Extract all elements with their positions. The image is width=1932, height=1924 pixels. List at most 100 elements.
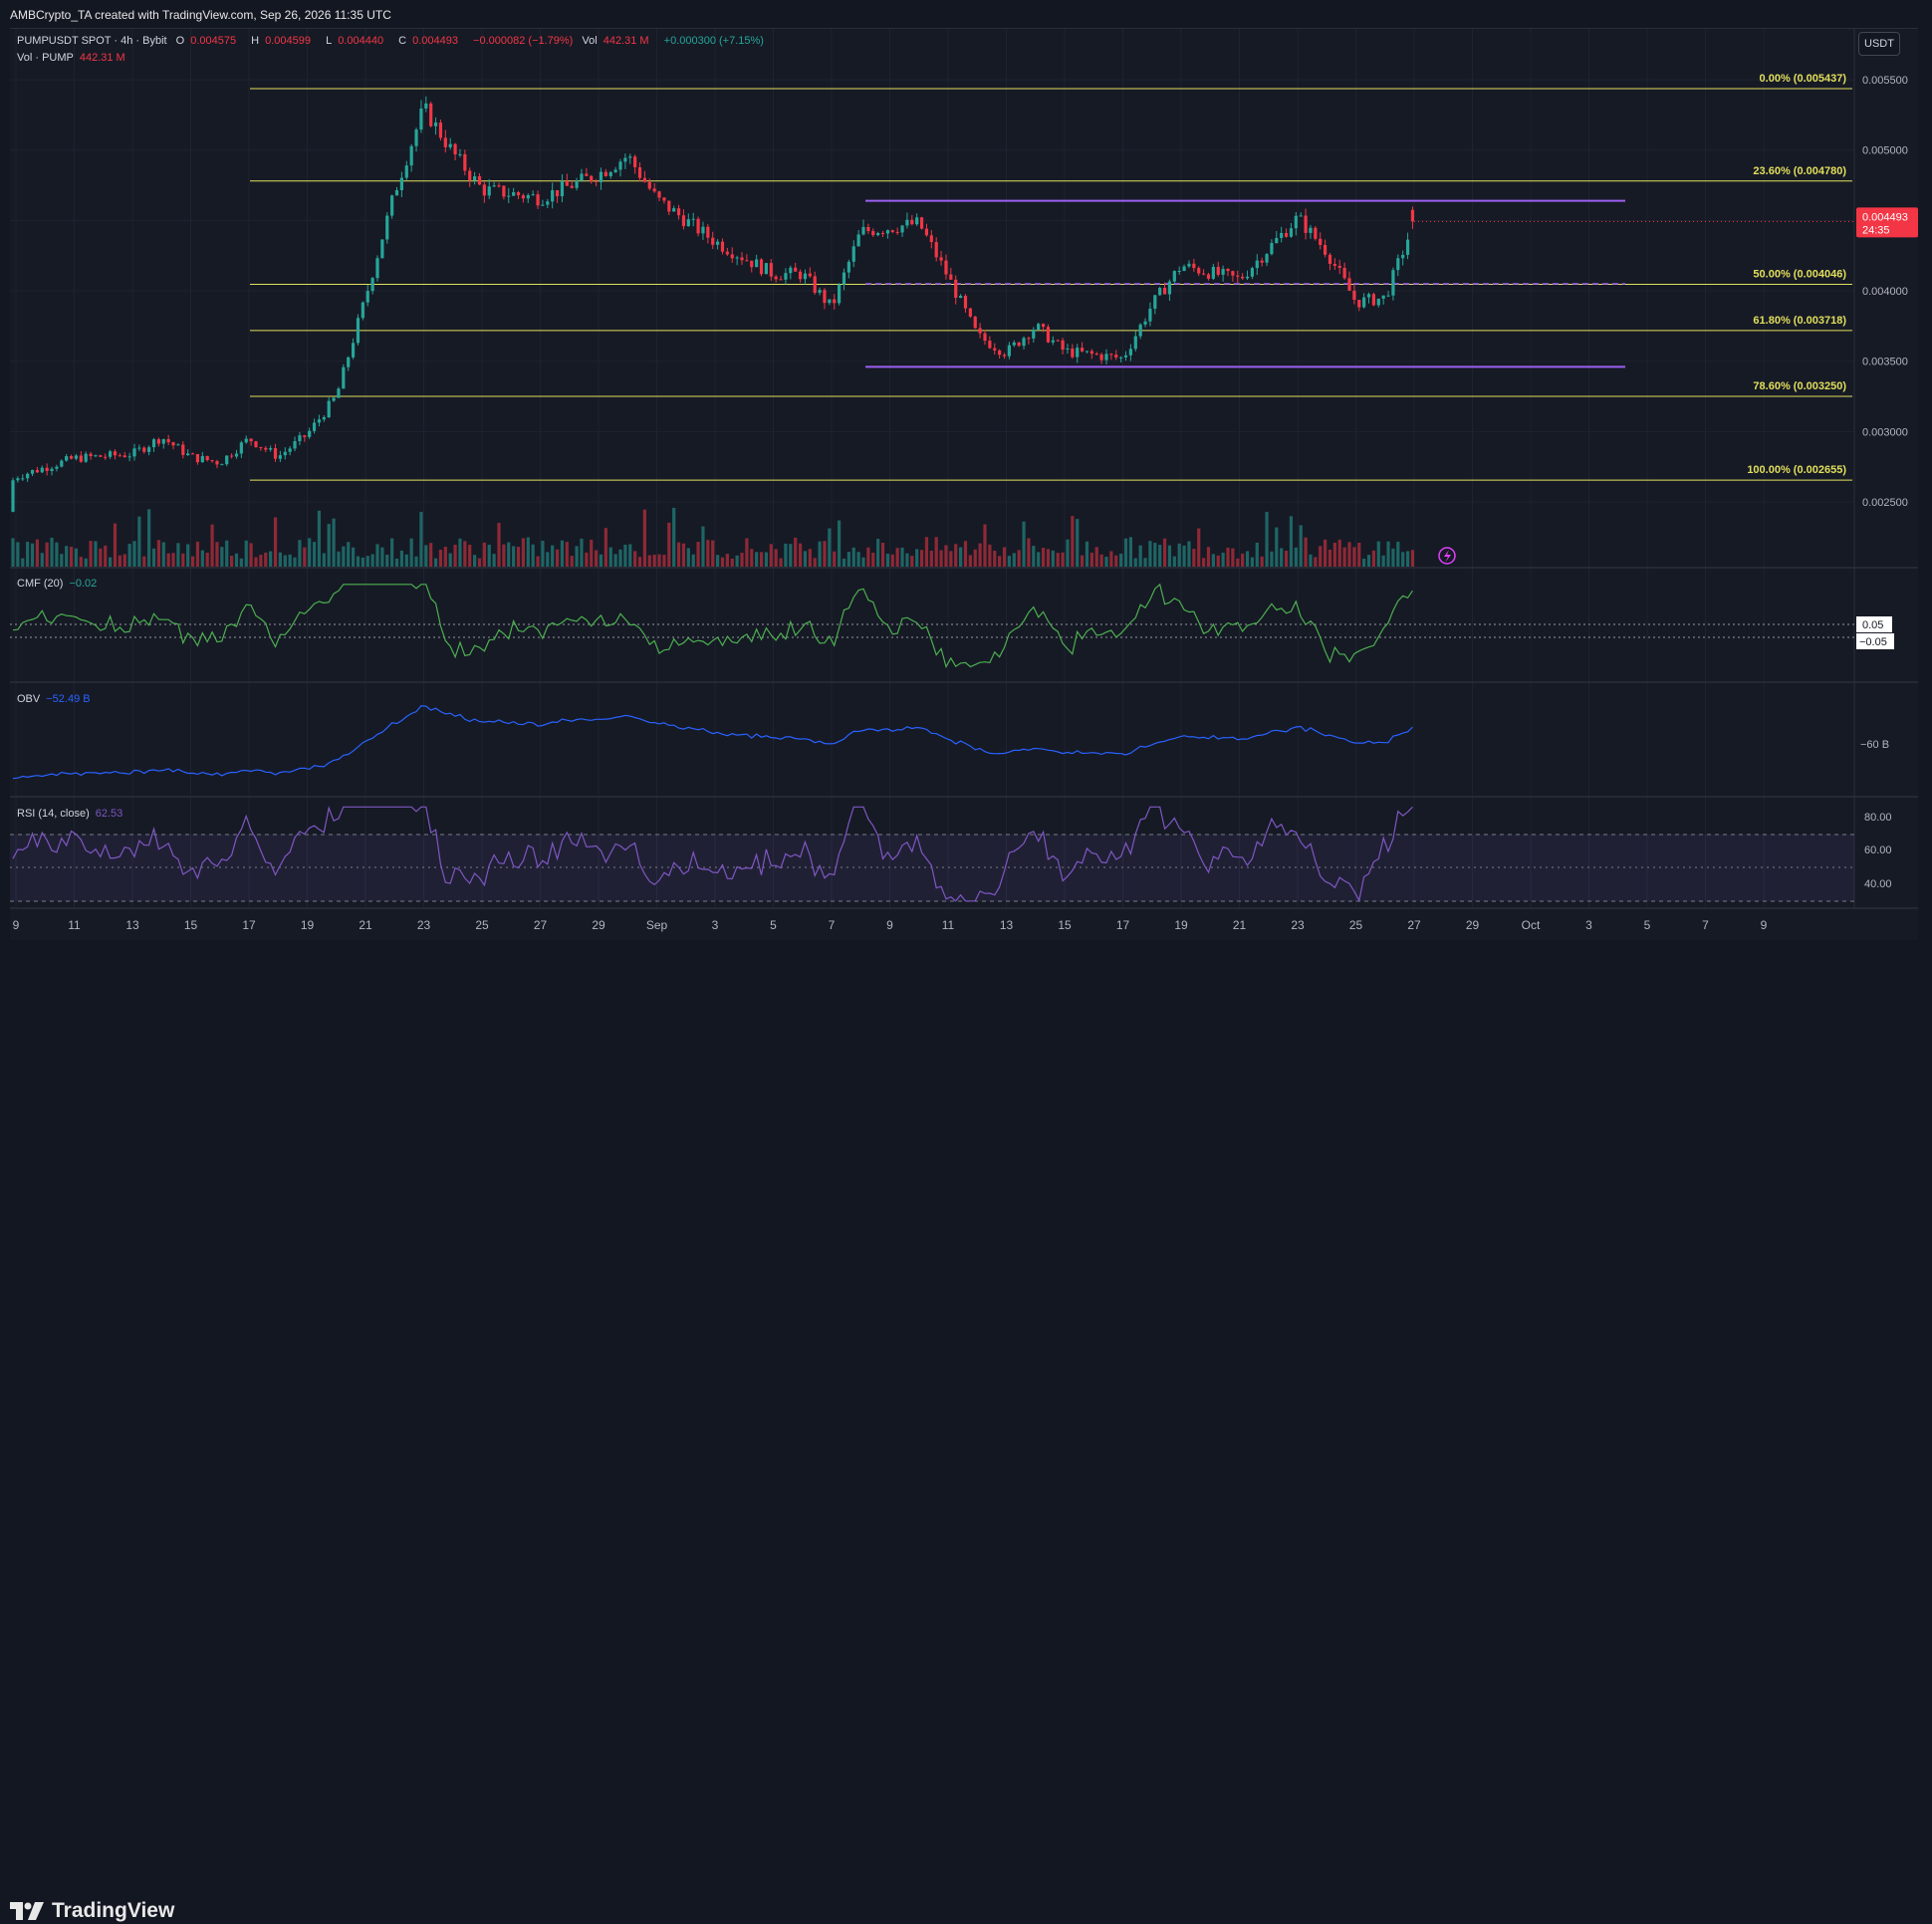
time-axis-label: Sep — [646, 918, 668, 932]
candle-body — [604, 171, 607, 176]
candle-body — [1362, 297, 1366, 308]
volume-bar — [871, 553, 875, 567]
candle-body — [716, 241, 720, 245]
volume-bar — [676, 542, 681, 567]
tradingview-logo[interactable]: TradingView — [10, 1898, 174, 1924]
volume-bar — [963, 541, 968, 567]
candle-body — [40, 467, 44, 473]
volume-bar — [686, 548, 690, 567]
volume-bar — [1216, 555, 1220, 567]
volume-bar — [623, 544, 627, 567]
candle-body — [264, 447, 268, 450]
candle-body — [1143, 321, 1147, 325]
chart-container[interactable] — [10, 28, 1918, 941]
candle-body — [45, 467, 49, 471]
candle-body — [283, 451, 287, 456]
time-axis-label: 25 — [475, 918, 489, 932]
candlestick-series[interactable] — [11, 96, 1415, 513]
volume-bar — [385, 555, 389, 567]
time-axis-label: 5 — [1644, 918, 1651, 932]
candle-body — [269, 448, 273, 450]
volume-bar — [521, 538, 525, 567]
price-axis[interactable]: 0.005500 0.005000 0.004000 0.003500 0.003000… — [1414, 75, 1918, 890]
volume-bar — [595, 550, 599, 567]
cmf-axis-tick: −0.05 — [1859, 636, 1887, 648]
fib-level-label: 100.00% (0.002655) — [1747, 464, 1846, 476]
volume-bar — [322, 553, 326, 567]
volume-bar — [205, 553, 209, 567]
candle-body — [1381, 295, 1385, 299]
volume-bar — [1177, 543, 1181, 567]
volume-bar — [1250, 557, 1254, 567]
volume-bar — [1319, 546, 1323, 567]
candle-body — [1270, 242, 1274, 255]
volume-bar — [759, 552, 764, 567]
volume-bar — [949, 551, 953, 567]
candle-body — [706, 226, 710, 238]
candle-body — [880, 233, 885, 235]
price-chart-svg[interactable]: 0.00% (0.005437) 23.60% (0.004780) 50.00% … — [0, 0, 1932, 940]
candle-body — [254, 441, 258, 447]
volume-bar — [361, 557, 364, 567]
time-axis[interactable]: 9 11 13 15 17 19 21 23 25 27 29 Sep 3 5 7 9 11 13 15 17 19 21… — [13, 918, 1768, 932]
volume-bar — [473, 555, 477, 567]
volume-bar — [109, 557, 113, 567]
volume-bar — [487, 544, 491, 567]
volume-bar — [988, 544, 992, 567]
open-value: O 0.004575 — [176, 35, 242, 47]
candle-body — [720, 241, 725, 252]
time-axis-label: 29 — [592, 918, 605, 932]
candle-body — [303, 435, 307, 437]
volume-bar — [642, 509, 646, 567]
volume-bar — [570, 556, 574, 567]
range-box-lines[interactable] — [865, 199, 1625, 368]
candle-body — [1022, 338, 1026, 347]
volume-bar — [210, 524, 214, 567]
volume-bar — [1076, 519, 1080, 567]
currency-selector-button[interactable]: USDT — [1858, 32, 1900, 56]
volume-bar — [65, 546, 69, 567]
volume-bar — [448, 553, 452, 567]
cmf-tick-badge — [1856, 633, 1894, 649]
cmf-indicator[interactable] — [10, 583, 1854, 669]
candle-body — [823, 290, 827, 304]
candle-body — [1309, 227, 1313, 233]
candle-body — [590, 175, 594, 181]
lightning-icon[interactable] — [1438, 547, 1456, 565]
candle-body — [502, 185, 506, 197]
volume-bar — [1148, 541, 1152, 567]
volume-bar — [1192, 549, 1196, 567]
candle-body — [998, 350, 1002, 356]
volume-bar — [337, 551, 341, 567]
volume-bar — [866, 547, 870, 567]
candle-body — [759, 259, 764, 275]
candle-body — [1177, 270, 1181, 272]
candle-body — [200, 455, 204, 463]
time-axis-label: 21 — [359, 918, 372, 932]
candle-body — [1051, 340, 1055, 343]
volume-bar — [1401, 552, 1405, 567]
candle-body — [789, 267, 793, 274]
candle-body — [745, 260, 749, 262]
volume-bar — [356, 556, 361, 567]
volume-bar — [750, 549, 754, 567]
candle-body — [618, 161, 622, 170]
candle-body — [312, 422, 317, 431]
volume-bar — [565, 542, 569, 567]
candle-body — [1119, 357, 1123, 359]
volume-bar — [1172, 556, 1176, 567]
cmf-value: −0.02 — [69, 578, 98, 590]
candle-body — [127, 456, 131, 458]
volume-bar — [1236, 558, 1240, 567]
volume-bar — [900, 547, 904, 567]
obv-indicator[interactable] — [12, 705, 1413, 780]
volume-bar — [171, 553, 175, 567]
cmf-axis-tick: 0.05 — [1862, 619, 1883, 631]
volume-bar — [973, 549, 977, 567]
candle-body — [633, 156, 637, 168]
time-axis-label: 9 — [1761, 918, 1768, 932]
fibonacci-retracement[interactable]: 0.00% (0.005437) 23.60% (0.004780) 50.00% … — [250, 73, 1852, 481]
rsi-indicator[interactable] — [10, 806, 1854, 902]
volume-bar — [954, 544, 958, 567]
volume-bar — [1153, 543, 1157, 567]
